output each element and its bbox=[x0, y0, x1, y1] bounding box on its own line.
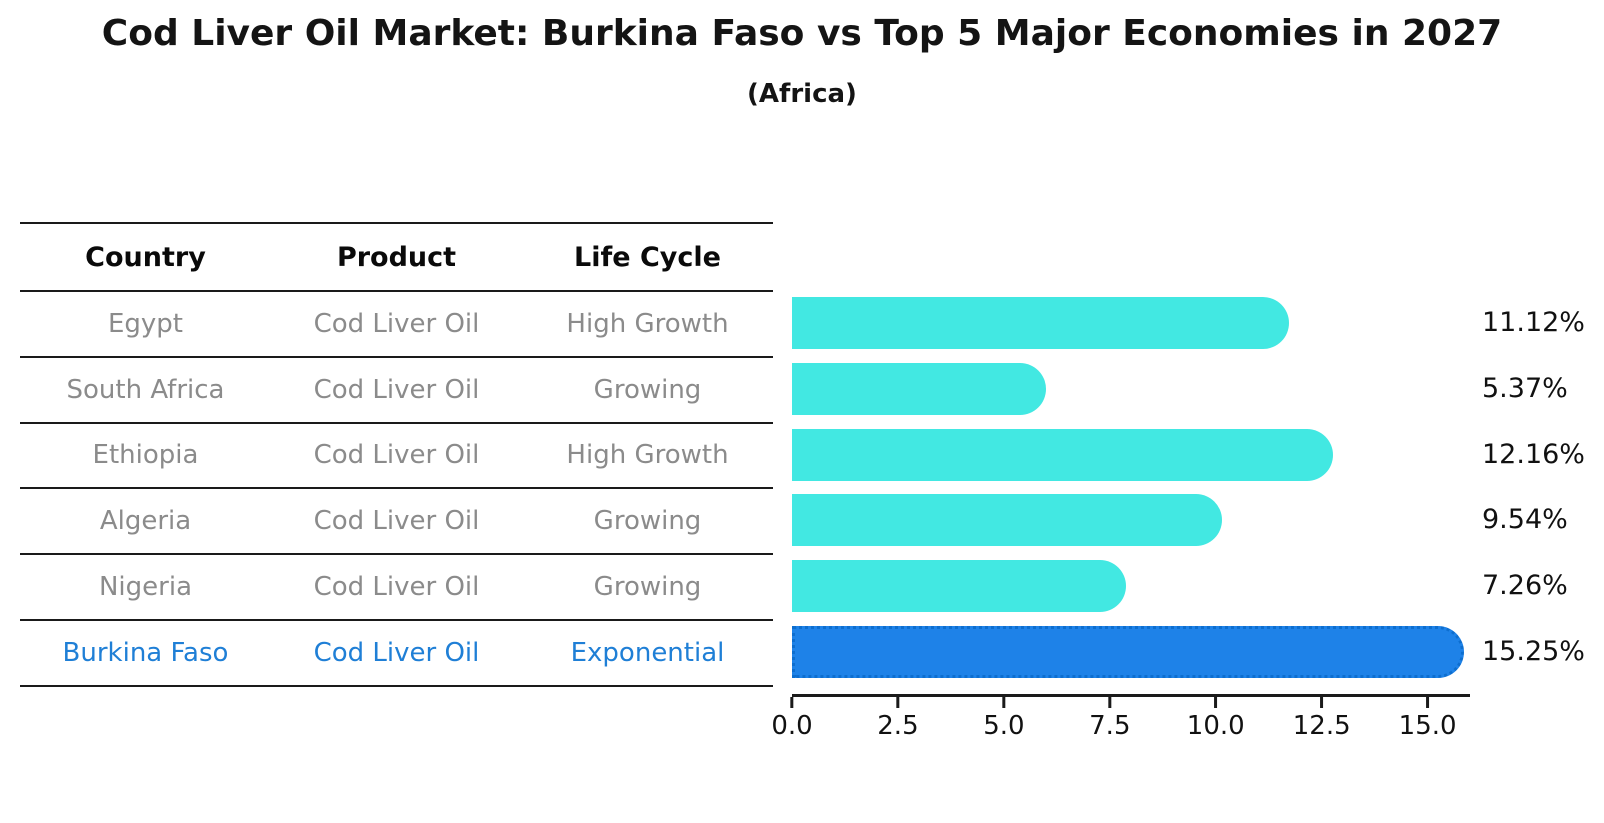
table-row-burkina-faso: Burkina Faso Cod Liver Oil Exponential bbox=[20, 621, 773, 687]
table-header-row: Country Product Life Cycle bbox=[20, 222, 773, 292]
cell-product: Cod Liver Oil bbox=[313, 374, 480, 405]
tick-mark bbox=[896, 697, 900, 708]
tick-mark bbox=[1002, 697, 1006, 708]
cell-country: Burkina Faso bbox=[62, 637, 229, 668]
tick-label: 10.0 bbox=[1186, 711, 1245, 741]
tick-mark bbox=[1426, 697, 1430, 708]
x-tick: 2.5 bbox=[877, 697, 919, 741]
tick-label: 15.0 bbox=[1398, 711, 1457, 741]
cell-country: Ethiopia bbox=[92, 440, 199, 471]
x-axis-line bbox=[792, 694, 1470, 697]
tick-mark bbox=[1320, 697, 1324, 708]
bar-egypt bbox=[792, 296, 1290, 349]
x-tick: 12.5 bbox=[1293, 697, 1351, 741]
cell-lifecycle: Exponential bbox=[570, 637, 725, 668]
tick-label: 5.0 bbox=[983, 711, 1025, 741]
tick-label: 2.5 bbox=[877, 711, 919, 741]
bar-nigeria bbox=[792, 560, 1126, 613]
x-tick: 7.5 bbox=[1089, 697, 1130, 741]
table-row-ethiopia: Ethiopia Cod Liver Oil High Growth bbox=[20, 424, 773, 490]
column-header-country: Country bbox=[85, 241, 206, 273]
bar-ethiopia bbox=[792, 428, 1334, 481]
x-tick: 5.0 bbox=[983, 697, 1025, 741]
column-header-product: Product bbox=[336, 241, 457, 273]
tick-mark bbox=[1214, 697, 1218, 708]
value-label-ethiopia: 12.16% bbox=[1482, 438, 1585, 470]
summary-table: Country Product Life Cycle Egypt Cod Liv… bbox=[20, 222, 773, 687]
cell-product: Cod Liver Oil bbox=[313, 572, 480, 603]
cell-product: Cod Liver Oil bbox=[313, 506, 480, 537]
cell-country: Nigeria bbox=[98, 572, 193, 603]
bars-area bbox=[792, 290, 1470, 685]
value-labels: 11.12% 5.37% 12.16% 9.54% 7.26% 15.25% bbox=[1482, 290, 1602, 685]
tick-label: 0.0 bbox=[771, 711, 813, 741]
cell-lifecycle: Growing bbox=[593, 374, 702, 405]
bar-burkina-faso bbox=[792, 626, 1465, 679]
chart-title: Cod Liver Oil Market: Burkina Faso vs To… bbox=[101, 13, 1503, 54]
bar-south-africa bbox=[792, 362, 1046, 415]
bar-chart: 0.0 2.5 5.0 7.5 10.0 12.5 15.0 bbox=[771, 290, 1470, 750]
value-label-nigeria: 7.26% bbox=[1482, 570, 1568, 602]
value-label-algeria: 9.54% bbox=[1482, 504, 1568, 536]
x-tick: 10.0 bbox=[1187, 697, 1245, 741]
cell-product: Cod Liver Oil bbox=[313, 440, 480, 471]
tick-label: 7.5 bbox=[1089, 711, 1131, 741]
value-label-egypt: 11.12% bbox=[1482, 307, 1585, 338]
cell-lifecycle: Growing bbox=[593, 506, 702, 537]
cell-country: South Africa bbox=[66, 374, 225, 405]
tick-mark bbox=[790, 697, 794, 708]
table-row-nigeria: Nigeria Cod Liver Oil Growing bbox=[20, 555, 773, 621]
cell-country: Algeria bbox=[99, 506, 192, 537]
x-tick: 15.0 bbox=[1399, 697, 1457, 741]
column-header-lifecycle: Life Cycle bbox=[574, 241, 721, 273]
bar-algeria bbox=[792, 494, 1223, 547]
value-label-south-africa: 5.37% bbox=[1482, 372, 1568, 404]
value-label-burkina-faso: 15.25% bbox=[1482, 636, 1585, 668]
chart-subtitle: (Africa) bbox=[747, 79, 857, 109]
tick-mark bbox=[1108, 697, 1112, 708]
table-row-egypt: Egypt Cod Liver Oil High Growth bbox=[20, 292, 773, 358]
cell-lifecycle: Growing bbox=[593, 572, 702, 603]
cell-country: Egypt bbox=[107, 308, 184, 339]
cell-lifecycle: High Growth bbox=[566, 440, 729, 471]
cell-lifecycle: High Growth bbox=[566, 308, 729, 339]
table-row-algeria: Algeria Cod Liver Oil Growing bbox=[20, 489, 773, 556]
cell-product: Cod Liver Oil bbox=[313, 308, 480, 339]
x-tick: 0.0 bbox=[771, 697, 813, 741]
tick-label: 12.5 bbox=[1292, 711, 1351, 741]
table-row-south-africa: South Africa Cod Liver Oil Growing bbox=[20, 358, 773, 424]
cell-product: Cod Liver Oil bbox=[313, 637, 480, 668]
